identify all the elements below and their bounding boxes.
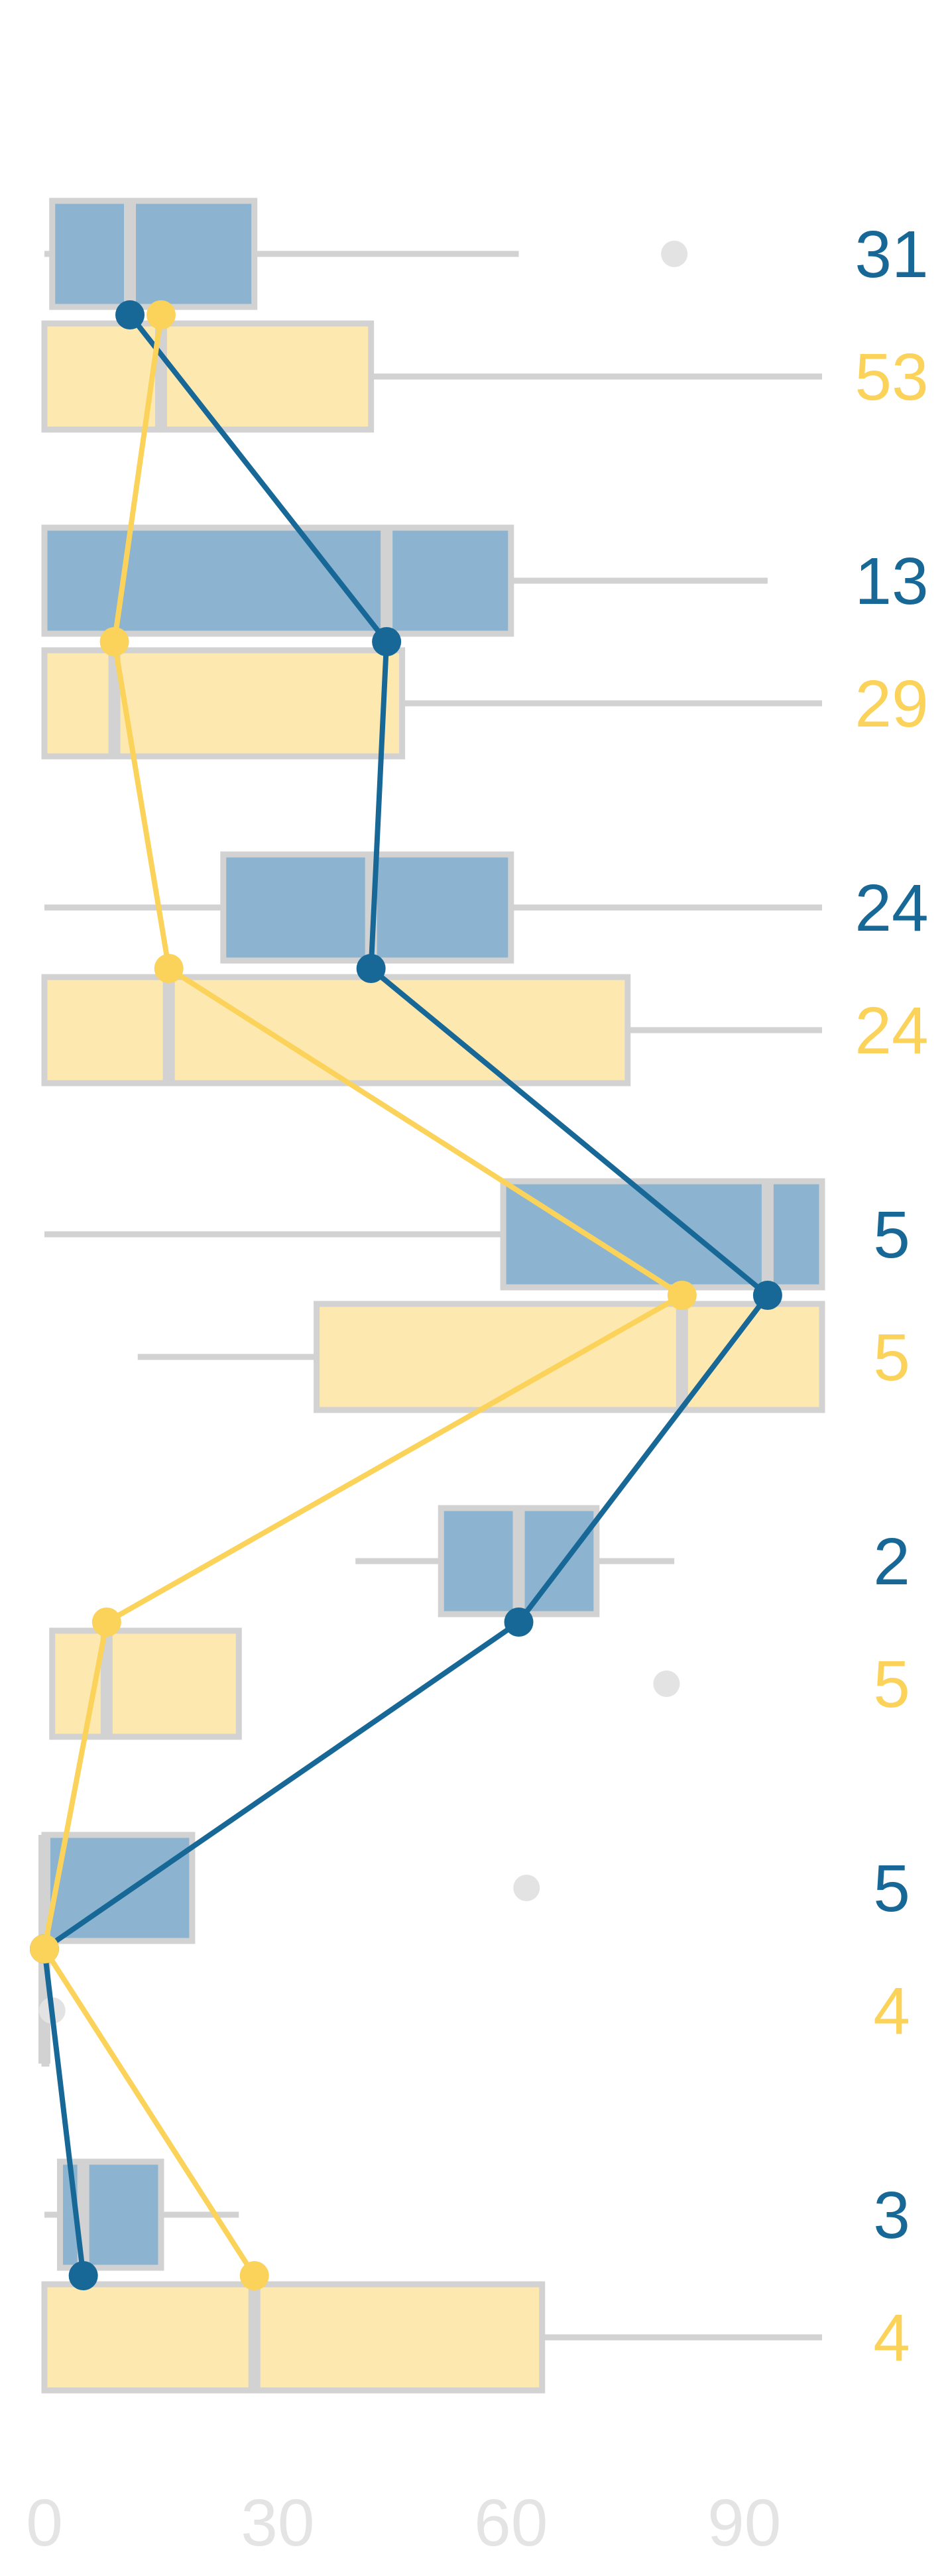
box-0-3	[44, 1178, 825, 1291]
box-1-4	[49, 1627, 680, 1740]
count-label: 5	[873, 1647, 910, 1722]
count-label: 4	[873, 2301, 910, 2375]
box-body	[500, 1178, 825, 1291]
median-point	[115, 300, 145, 329]
count-label: 5	[873, 1320, 910, 1395]
box-0-5	[38, 1832, 540, 1944]
outlier-point	[653, 1670, 680, 1697]
x-tick-label: 90	[707, 2486, 781, 2560]
count-label: 24	[855, 871, 928, 945]
count-label: 53	[855, 340, 928, 414]
box-1-6	[41, 2281, 822, 2394]
box-0-1	[41, 524, 768, 637]
median-point	[146, 300, 176, 329]
x-tick-label: 0	[26, 2486, 63, 2560]
box-body	[49, 198, 258, 310]
median-point	[667, 1281, 697, 1310]
outlier-point	[513, 1875, 540, 1901]
box-1-0	[41, 320, 822, 433]
box-body	[41, 974, 631, 1086]
median-point	[154, 954, 184, 983]
box-body	[41, 1832, 196, 1944]
outlier-point	[661, 241, 688, 267]
box-0-4	[355, 1505, 675, 1617]
box-body	[41, 524, 514, 637]
box-0-0	[44, 198, 688, 310]
count-label: 31	[855, 217, 928, 292]
median-point	[504, 1608, 534, 1637]
count-label: 13	[855, 544, 928, 618]
median-point	[356, 954, 386, 983]
median-point	[372, 627, 402, 656]
count-label: 29	[855, 667, 928, 741]
count-label: 3	[873, 2178, 910, 2253]
x-tick-label: 60	[474, 2486, 548, 2560]
median-point	[752, 1281, 782, 1310]
median-point	[99, 627, 129, 656]
median-point	[30, 1934, 59, 1963]
count-label: 4	[873, 1974, 910, 2048]
count-label: 24	[855, 994, 928, 1068]
box-body	[41, 647, 406, 760]
median-lines-layer	[30, 300, 782, 2290]
x-tick-label: 30	[241, 2486, 314, 2560]
count-label: 5	[873, 1198, 910, 1272]
box-1-2	[41, 974, 822, 1086]
boxes-layer	[38, 198, 825, 2394]
count-label: 2	[873, 1525, 910, 1599]
box-1-1	[41, 647, 822, 760]
median-point	[91, 1608, 121, 1637]
median-point	[68, 2261, 98, 2290]
box-body	[41, 2281, 546, 2394]
count-label: 5	[873, 1851, 910, 1926]
box-body	[49, 1627, 242, 1740]
median-point	[239, 2261, 269, 2290]
box-0-6	[44, 2158, 239, 2271]
